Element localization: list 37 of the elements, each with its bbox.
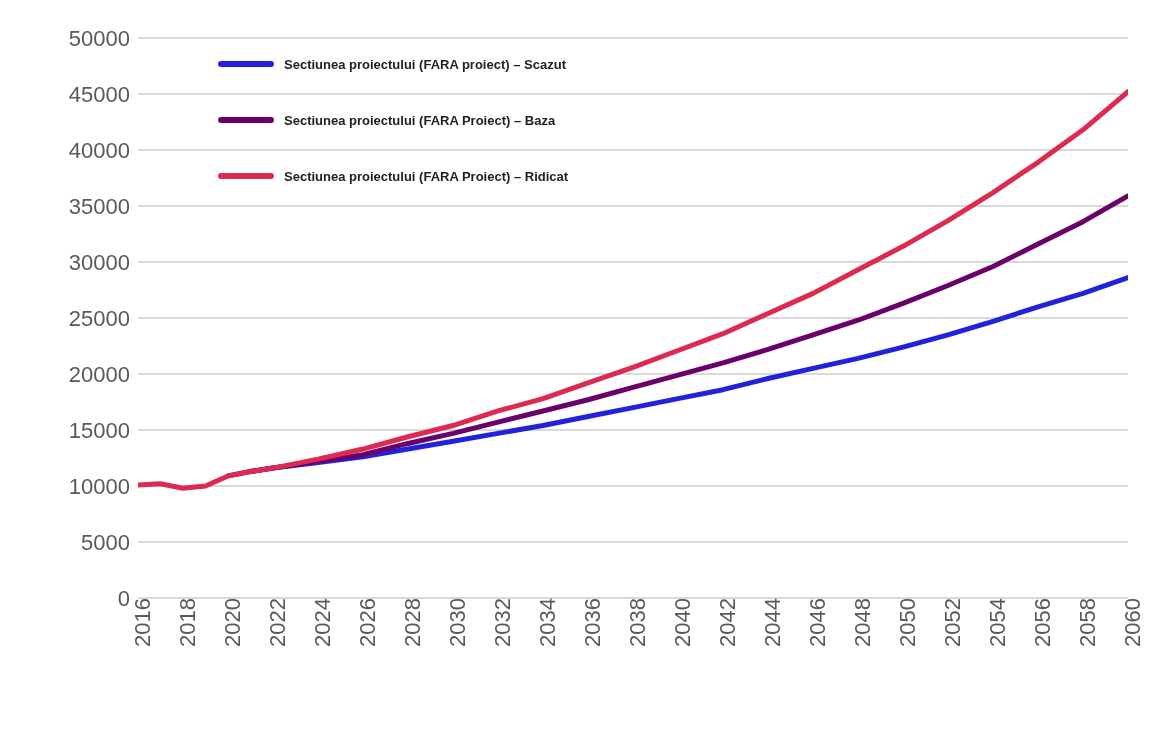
x-tick-label: 2018 bbox=[174, 598, 200, 647]
y-tick-label: 5000 bbox=[81, 529, 130, 555]
y-tick-label: 45000 bbox=[68, 81, 130, 107]
x-tick-label: 2050 bbox=[894, 598, 920, 647]
x-tick-label: 2034 bbox=[534, 598, 560, 647]
legend-label: Sectiunea proiectului (FARA Proiect) – Ridicat bbox=[284, 168, 569, 184]
y-tick-label: 25000 bbox=[68, 305, 130, 331]
x-tick-label: 2054 bbox=[984, 598, 1010, 647]
x-tick-label: 2024 bbox=[309, 598, 335, 647]
x-tick-label: 2016 bbox=[129, 598, 155, 647]
y-tick-label: 50000 bbox=[68, 25, 130, 51]
x-tick-label: 2028 bbox=[399, 598, 425, 647]
x-tick-label: 2030 bbox=[444, 598, 470, 647]
x-tick-label: 2046 bbox=[804, 598, 830, 647]
x-tick-label: 2048 bbox=[849, 598, 875, 647]
y-tick-label: 0 bbox=[117, 585, 130, 611]
y-tick-label: 10000 bbox=[68, 473, 130, 499]
y-tick-label: 30000 bbox=[68, 249, 130, 275]
x-tick-label: 2060 bbox=[1119, 598, 1145, 647]
x-tick-label: 2056 bbox=[1029, 598, 1055, 647]
x-tick-label: 2026 bbox=[354, 598, 380, 647]
y-tick-label: 15000 bbox=[68, 417, 130, 443]
x-tick-label: 2038 bbox=[624, 598, 650, 647]
x-tick-label: 2020 bbox=[219, 598, 245, 647]
x-tick-label: 2022 bbox=[264, 598, 290, 647]
legend-label: Sectiunea proiectului (FARA Proiect) – Baza bbox=[284, 112, 556, 128]
x-tick-label: 2058 bbox=[1074, 598, 1100, 647]
x-tick-label: 2044 bbox=[759, 598, 785, 647]
x-tick-label: 2036 bbox=[579, 598, 605, 647]
x-tick-label: 2042 bbox=[714, 598, 740, 647]
y-tick-label: 35000 bbox=[68, 193, 130, 219]
x-tick-label: 2040 bbox=[669, 598, 695, 647]
x-tick-label: 2032 bbox=[489, 598, 515, 647]
y-tick-label: 20000 bbox=[68, 361, 130, 387]
x-tick-label: 2052 bbox=[939, 598, 965, 647]
y-tick-label: 40000 bbox=[68, 137, 130, 163]
legend-label: Sectiunea proiectului (FARA proiect) – Scazut bbox=[284, 56, 566, 72]
